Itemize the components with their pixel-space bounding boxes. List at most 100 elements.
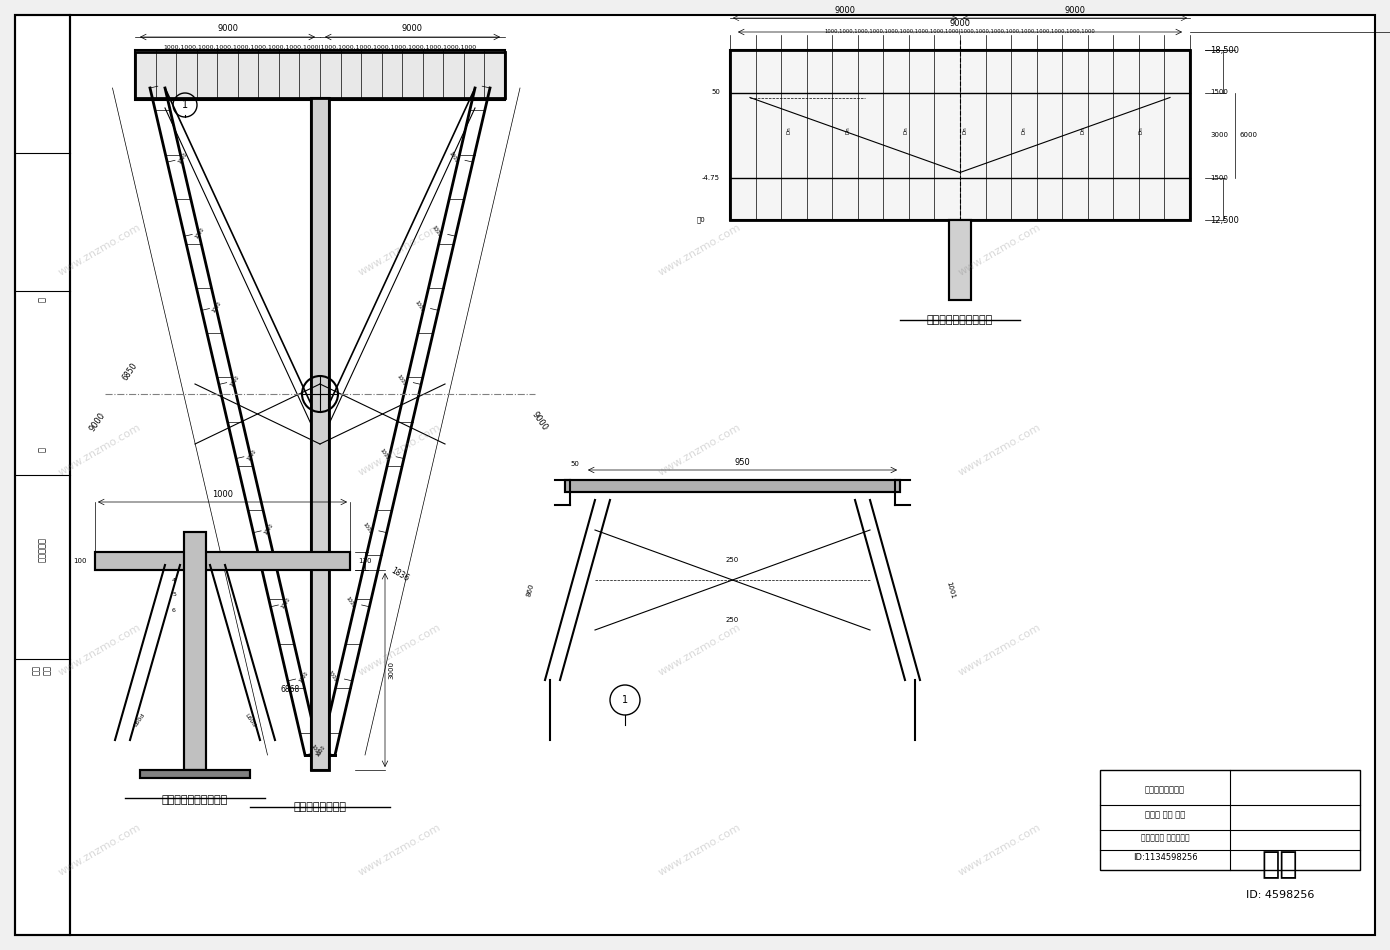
Text: L60d: L60d <box>243 712 256 728</box>
Bar <box>95 552 350 570</box>
Text: Dn: Dn <box>904 126 909 134</box>
Bar <box>949 220 972 300</box>
Bar <box>730 50 1190 220</box>
Text: 5: 5 <box>172 593 177 598</box>
Text: 1000: 1000 <box>297 671 309 684</box>
Text: Dn: Dn <box>1080 126 1086 134</box>
Bar <box>183 532 206 770</box>
Text: 1000,1000,1000,1000,1000,1000,1000,1000,1000|1000,1000,1000,1000,1000,1000,1000,: 1000,1000,1000,1000,1000,1000,1000,1000,… <box>164 45 477 50</box>
Bar <box>564 480 899 492</box>
Text: 6: 6 <box>172 607 177 613</box>
Text: 9000: 9000 <box>531 410 549 432</box>
Text: 广告牌平面节点图: 广告牌平面节点图 <box>1145 786 1186 794</box>
Text: www.znzmo.com: www.znzmo.com <box>357 222 443 277</box>
Text: 9000: 9000 <box>949 19 970 28</box>
Text: www.znzmo.com: www.znzmo.com <box>956 222 1042 277</box>
Text: 9000: 9000 <box>217 24 238 33</box>
Text: 纸: 纸 <box>38 447 46 452</box>
Text: 1000: 1000 <box>246 448 257 462</box>
Text: 1: 1 <box>621 695 628 705</box>
Bar <box>1099 770 1359 870</box>
Bar <box>140 770 250 778</box>
Text: Dn: Dn <box>787 126 791 134</box>
Text: -4.75: -4.75 <box>702 175 720 180</box>
Text: 250: 250 <box>726 557 739 563</box>
Text: 建筑工程图: 建筑工程图 <box>38 538 46 562</box>
Bar <box>135 50 505 100</box>
Text: 1000: 1000 <box>281 597 292 610</box>
Text: 编制
单位: 编制 单位 <box>32 665 51 675</box>
Text: 100: 100 <box>74 558 88 564</box>
Text: 1000: 1000 <box>177 152 189 165</box>
Text: 6868: 6868 <box>281 686 300 694</box>
Bar <box>140 770 250 778</box>
Text: Dn: Dn <box>963 126 967 134</box>
Text: 1001: 1001 <box>945 580 955 599</box>
Text: 1500: 1500 <box>1211 89 1227 96</box>
Text: 1000: 1000 <box>211 300 222 314</box>
Text: 1000: 1000 <box>431 225 442 238</box>
Text: 知末: 知末 <box>1262 850 1298 880</box>
Text: www.znzmo.com: www.znzmo.com <box>956 823 1042 878</box>
Bar <box>135 52 505 98</box>
Text: Dn: Dn <box>1138 126 1144 134</box>
Text: 950: 950 <box>735 458 751 467</box>
Text: 1000: 1000 <box>361 522 373 535</box>
Text: 支撑与横梁 连接示意图: 支撑与横梁 连接示意图 <box>1141 833 1190 843</box>
Text: 1000: 1000 <box>229 374 240 388</box>
Text: www.znzmo.com: www.znzmo.com <box>956 622 1042 677</box>
Text: 1000: 1000 <box>213 490 234 499</box>
Text: 1000: 1000 <box>310 744 321 757</box>
Text: www.znzmo.com: www.znzmo.com <box>57 823 143 878</box>
Text: 1000: 1000 <box>263 522 275 536</box>
Text: 1: 1 <box>182 100 188 110</box>
Text: 12,500: 12,500 <box>1211 216 1238 224</box>
Text: ID: 4598256: ID: 4598256 <box>1245 890 1314 900</box>
Text: L60d: L60d <box>133 712 146 728</box>
Bar <box>730 50 1190 220</box>
Text: 4: 4 <box>172 578 177 582</box>
Text: 1000: 1000 <box>448 151 459 164</box>
Text: 9000: 9000 <box>402 24 423 33</box>
Bar <box>564 480 899 492</box>
Text: 860: 860 <box>525 582 535 598</box>
Text: 广告牌 标准 杆节: 广告牌 标准 杆节 <box>1145 810 1186 820</box>
Text: 50: 50 <box>570 461 580 467</box>
Bar <box>311 98 329 770</box>
Text: 50: 50 <box>712 89 720 96</box>
Text: 土0: 土0 <box>696 217 705 223</box>
Text: 1500: 1500 <box>1211 175 1227 180</box>
Text: www.znzmo.com: www.znzmo.com <box>57 422 143 478</box>
Text: 1000: 1000 <box>413 299 424 313</box>
Text: 1836: 1836 <box>389 566 410 583</box>
Text: 1000: 1000 <box>345 596 356 609</box>
Text: 3000: 3000 <box>388 661 393 679</box>
Text: www.znzmo.com: www.znzmo.com <box>657 823 744 878</box>
Text: 18,500: 18,500 <box>1211 46 1238 54</box>
Text: www.znzmo.com: www.znzmo.com <box>956 422 1042 478</box>
Bar <box>95 552 350 570</box>
Text: 广告牌前视杆布置图一: 广告牌前视杆布置图一 <box>927 315 992 325</box>
Text: 1000,1000,1000,1000,1000,1000,1000,1000,1000|1000,1000,1000,1000,1000,1000,1000,: 1000,1000,1000,1000,1000,1000,1000,1000,… <box>824 28 1095 34</box>
Text: 1000: 1000 <box>195 226 206 239</box>
Text: 6000: 6000 <box>1240 132 1258 138</box>
Text: 广告牌平面布置图: 广告牌平面布置图 <box>293 802 346 812</box>
Text: 250: 250 <box>726 617 739 623</box>
Text: 130: 130 <box>359 558 371 564</box>
Text: 9000: 9000 <box>88 410 107 432</box>
Text: www.znzmo.com: www.znzmo.com <box>657 622 744 677</box>
Bar <box>949 220 972 300</box>
Text: 9000: 9000 <box>834 6 855 15</box>
Text: Dn: Dn <box>1022 126 1026 134</box>
Text: www.znzmo.com: www.znzmo.com <box>57 222 143 277</box>
Bar <box>15 15 70 935</box>
Text: 1000: 1000 <box>396 373 407 387</box>
Text: www.znzmo.com: www.znzmo.com <box>357 622 443 677</box>
Text: ID:1134598256: ID:1134598256 <box>1133 853 1197 863</box>
Text: Dn: Dn <box>845 126 851 134</box>
Text: 1000: 1000 <box>316 745 327 758</box>
Text: www.znzmo.com: www.znzmo.com <box>357 823 443 878</box>
Text: www.znzmo.com: www.znzmo.com <box>657 422 744 478</box>
Text: 图: 图 <box>38 297 46 302</box>
Text: 支撑与横梁连接示意图: 支撑与横梁连接示意图 <box>161 795 228 805</box>
